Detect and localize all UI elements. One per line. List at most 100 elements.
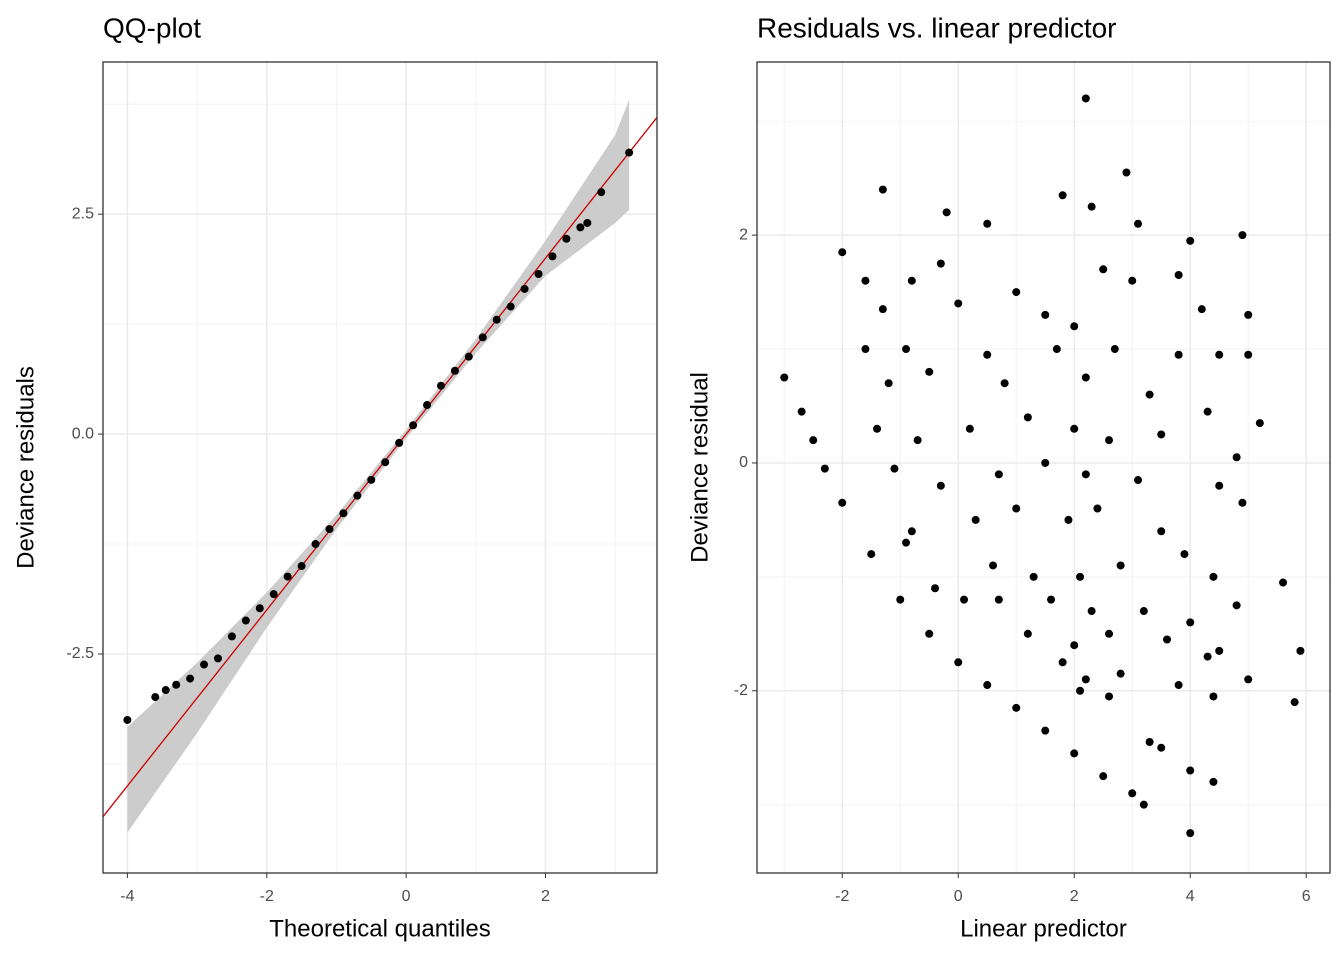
point	[820, 464, 829, 473]
point	[381, 458, 390, 467]
point	[1099, 265, 1108, 274]
point	[1180, 550, 1189, 559]
point	[325, 525, 334, 534]
point	[1139, 800, 1148, 809]
point	[1058, 191, 1067, 200]
point	[1070, 322, 1079, 331]
point	[227, 632, 236, 641]
point	[161, 686, 170, 695]
point	[353, 491, 362, 500]
point	[625, 148, 634, 157]
point	[925, 367, 934, 376]
point	[861, 345, 870, 354]
point	[983, 219, 992, 228]
point	[1105, 692, 1114, 701]
point	[1134, 476, 1143, 485]
point	[213, 654, 222, 663]
point	[1279, 578, 1288, 587]
point	[1238, 231, 1247, 240]
point	[890, 464, 899, 473]
confidence-band	[127, 99, 630, 833]
x-tick-label: 0	[954, 888, 963, 905]
point	[492, 315, 501, 324]
point	[1209, 572, 1218, 581]
point	[1012, 504, 1021, 513]
point	[534, 269, 543, 278]
point	[1157, 527, 1166, 536]
point	[902, 345, 911, 354]
point	[1203, 652, 1212, 661]
y-tick-label: -2.5	[66, 645, 94, 662]
point	[1012, 288, 1021, 297]
x-tick-label: -4	[120, 888, 134, 905]
point	[1296, 646, 1305, 655]
point	[1081, 373, 1090, 382]
panel-background	[757, 62, 1330, 873]
point	[123, 715, 132, 724]
point	[478, 333, 487, 342]
point	[1215, 646, 1224, 655]
point	[1232, 601, 1241, 610]
point	[1238, 498, 1247, 507]
y-tick-label: 2	[739, 226, 748, 243]
x-axis-title: Theoretical quantiles	[269, 915, 490, 942]
y-axis-title: Deviance residuals	[12, 366, 39, 569]
point	[597, 188, 606, 197]
point	[942, 208, 951, 217]
point	[925, 629, 934, 638]
point	[1029, 572, 1038, 581]
point	[339, 509, 348, 518]
point	[1081, 675, 1090, 684]
point	[878, 305, 887, 314]
point	[1186, 236, 1195, 245]
point	[1145, 738, 1154, 747]
point	[1122, 168, 1131, 177]
y-tick-label: 0.0	[72, 425, 94, 442]
point	[1186, 829, 1195, 838]
point	[1081, 470, 1090, 479]
point	[255, 604, 264, 613]
point	[1215, 350, 1224, 359]
point	[907, 527, 916, 536]
point	[1116, 669, 1125, 678]
point	[1041, 458, 1050, 467]
point	[1215, 481, 1224, 490]
point	[1174, 350, 1183, 359]
plot-layer	[103, 99, 657, 833]
point	[1047, 595, 1056, 604]
point	[983, 350, 992, 359]
point	[241, 616, 250, 625]
point	[873, 424, 882, 433]
point	[878, 185, 887, 194]
point	[464, 352, 473, 361]
y-tick-label: -2	[734, 682, 748, 699]
point	[907, 276, 916, 285]
point	[151, 693, 160, 702]
point	[954, 299, 963, 308]
point	[1070, 641, 1079, 650]
point	[1000, 379, 1009, 388]
x-tick-label: 2	[1070, 888, 1079, 905]
reference-line	[103, 117, 657, 818]
point	[1290, 698, 1299, 707]
point	[1023, 413, 1032, 422]
panel-title: Residuals vs. linear predictor	[757, 12, 1117, 43]
point	[1041, 726, 1050, 735]
x-axis-title: Linear predictor	[960, 915, 1127, 942]
panel-border	[102, 61, 658, 874]
y-tick-label: 0	[739, 454, 748, 471]
point	[583, 218, 592, 227]
point	[311, 540, 320, 549]
point	[506, 302, 515, 311]
point	[1064, 515, 1073, 524]
point	[423, 401, 432, 410]
panel-title: QQ-plot	[103, 12, 201, 43]
point	[1197, 305, 1206, 314]
point	[1244, 675, 1253, 684]
point	[1174, 681, 1183, 690]
point	[867, 550, 876, 559]
point	[1070, 749, 1079, 758]
point	[965, 424, 974, 433]
point	[1093, 504, 1102, 513]
